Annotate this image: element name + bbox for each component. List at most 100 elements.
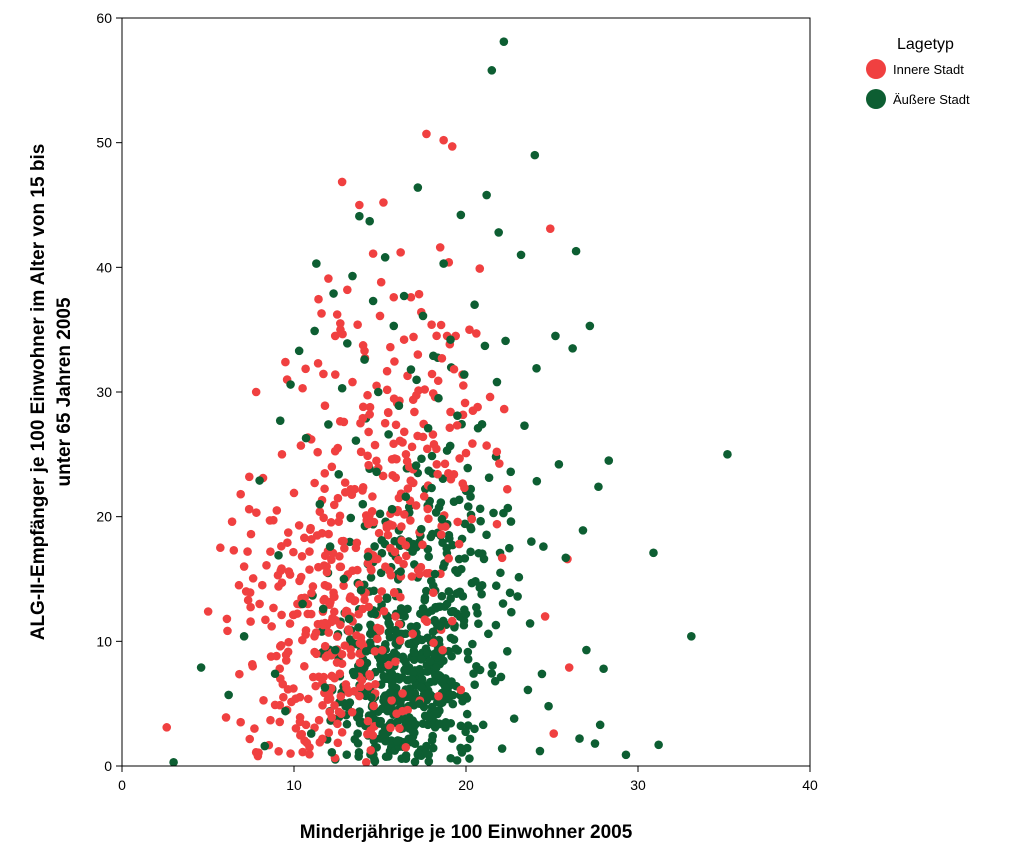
data-point (339, 574, 349, 584)
data-point (336, 562, 346, 572)
data-point (257, 580, 267, 590)
data-point (356, 418, 365, 428)
data-point (414, 289, 424, 299)
data-point (355, 718, 365, 728)
data-point (470, 680, 479, 689)
data-point (427, 451, 437, 461)
data-point (277, 450, 287, 459)
data-point (381, 736, 390, 746)
data-point (463, 463, 473, 473)
data-point (244, 472, 254, 482)
data-point (418, 432, 428, 442)
data-point (312, 259, 321, 268)
data-point (423, 423, 433, 433)
data-point (311, 681, 320, 691)
data-point (474, 619, 483, 629)
data-point (420, 385, 430, 394)
data-point (281, 706, 290, 716)
data-point (427, 369, 437, 379)
data-point (474, 548, 483, 558)
data-point (360, 595, 369, 605)
data-point (432, 331, 441, 341)
data-point (396, 567, 405, 576)
data-point (394, 401, 404, 411)
data-point (387, 504, 397, 514)
data-point (300, 533, 309, 543)
data-point (339, 536, 348, 546)
data-point (436, 498, 446, 507)
data-point (436, 530, 446, 539)
data-point (374, 528, 384, 538)
data-point (461, 727, 470, 737)
data-point (250, 724, 259, 733)
data-point (434, 393, 443, 403)
data-point (363, 390, 372, 400)
data-point (327, 555, 336, 565)
data-point (363, 552, 373, 561)
data-point (375, 311, 385, 321)
data-point (239, 632, 249, 641)
data-point (451, 644, 460, 654)
data-point (444, 554, 453, 563)
data-point (595, 720, 605, 730)
data-point (441, 522, 450, 531)
data-point (365, 638, 375, 647)
data-point (473, 423, 483, 433)
data-point (482, 530, 491, 540)
data-point (412, 391, 421, 400)
data-point (422, 667, 432, 676)
data-point (422, 444, 432, 454)
data-point (341, 701, 350, 711)
data-point (303, 694, 313, 704)
data-point (458, 696, 467, 706)
data-point (380, 418, 390, 428)
data-point (437, 354, 447, 363)
legend-swatch-1 (866, 89, 886, 109)
data-point (431, 508, 441, 517)
data-point (386, 723, 395, 733)
data-point (330, 701, 339, 710)
data-point (411, 720, 420, 729)
data-point (337, 383, 347, 393)
data-point (330, 446, 340, 456)
data-point (418, 311, 428, 321)
data-point (482, 441, 491, 450)
data-point (476, 516, 485, 526)
data-point (314, 294, 323, 304)
data-point (236, 489, 245, 499)
data-point (246, 617, 255, 626)
data-point (330, 370, 340, 379)
data-point (344, 627, 354, 636)
data-point (514, 572, 524, 582)
data-point (435, 719, 444, 728)
data-point (594, 482, 603, 492)
data-point (326, 518, 336, 527)
data-point (438, 698, 447, 707)
data-point (320, 683, 330, 692)
data-point (424, 514, 433, 524)
data-point (373, 634, 382, 644)
data-point (333, 493, 343, 503)
data-point (452, 589, 461, 598)
data-point (368, 731, 378, 740)
data-point (427, 320, 436, 329)
data-point (301, 720, 311, 730)
data-point (505, 543, 514, 553)
data-point (310, 478, 319, 488)
data-point (525, 619, 535, 628)
data-point (523, 685, 533, 695)
legend-label-1: Äußere Stadt (893, 92, 970, 107)
data-point (224, 690, 233, 700)
data-point (370, 542, 379, 551)
data-point (466, 547, 475, 557)
data-point (416, 609, 425, 619)
data-point (415, 569, 424, 579)
data-point (401, 629, 411, 638)
data-point (376, 277, 386, 287)
data-point (468, 439, 477, 448)
data-point (396, 248, 405, 257)
data-point (364, 460, 373, 470)
data-point (267, 622, 276, 631)
legend: Lagetyp Innere Stadt Äußere Stadt (866, 36, 970, 109)
